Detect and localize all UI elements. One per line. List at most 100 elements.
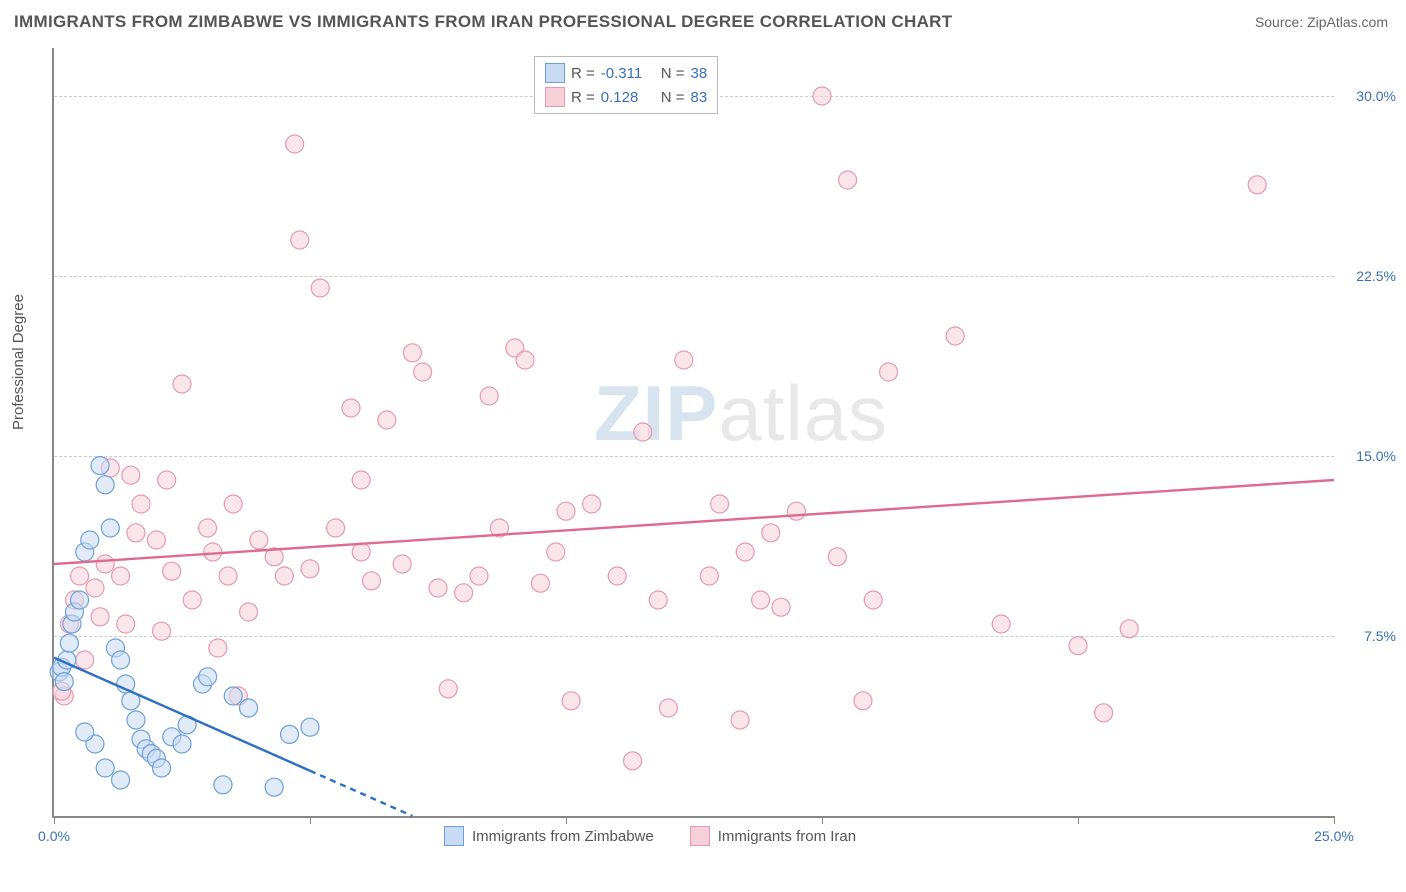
- point-zimbabwe: [281, 725, 299, 743]
- point-iran: [562, 692, 580, 710]
- point-zimbabwe: [112, 771, 130, 789]
- point-iran: [946, 327, 964, 345]
- point-iran: [240, 603, 258, 621]
- point-iran: [71, 567, 89, 585]
- point-zimbabwe: [101, 519, 119, 537]
- point-iran: [583, 495, 601, 513]
- stats-row: R = -0.311 N = 38: [545, 61, 707, 85]
- y-axis-label: Professional Degree: [10, 294, 27, 430]
- point-iran: [880, 363, 898, 381]
- chart-title: IMMIGRANTS FROM ZIMBABWE VS IMMIGRANTS F…: [14, 12, 952, 32]
- point-zimbabwe: [301, 718, 319, 736]
- trend-line: [54, 658, 310, 771]
- point-iran: [772, 598, 790, 616]
- point-iran: [163, 562, 181, 580]
- point-iran: [813, 87, 831, 105]
- point-iran: [76, 651, 94, 669]
- y-tick-label: 30.0%: [1356, 88, 1396, 104]
- point-iran: [219, 567, 237, 585]
- point-iran: [393, 555, 411, 573]
- point-iran: [531, 574, 549, 592]
- point-iran: [86, 579, 104, 597]
- point-zimbabwe: [60, 634, 78, 652]
- x-tick: [310, 816, 311, 824]
- point-zimbabwe: [127, 711, 145, 729]
- stats-r-value: -0.311: [601, 65, 655, 82]
- y-tick-label: 22.5%: [1356, 268, 1396, 284]
- x-tick: [1334, 816, 1335, 824]
- point-iran: [209, 639, 227, 657]
- point-iran: [659, 699, 677, 717]
- legend-label-iran: Immigrants from Iran: [718, 828, 856, 845]
- point-iran: [199, 519, 217, 537]
- point-iran: [224, 495, 242, 513]
- point-zimbabwe: [91, 457, 109, 475]
- point-iran: [112, 567, 130, 585]
- point-iran: [731, 711, 749, 729]
- point-zimbabwe: [96, 476, 114, 494]
- point-iran: [864, 591, 882, 609]
- point-iran: [557, 502, 575, 520]
- stats-r-value: 0.128: [601, 89, 655, 106]
- stats-r-label: R =: [571, 65, 595, 82]
- point-iran: [286, 135, 304, 153]
- point-iran: [455, 584, 473, 602]
- point-iran: [516, 351, 534, 369]
- y-tick-label: 15.0%: [1356, 448, 1396, 464]
- legend-item-zimbabwe: Immigrants from Zimbabwe: [444, 826, 654, 846]
- stats-n-value: 38: [691, 65, 708, 82]
- point-iran: [470, 567, 488, 585]
- legend-swatch-iran: [690, 826, 710, 846]
- stats-n-value: 83: [691, 89, 708, 106]
- point-iran: [828, 548, 846, 566]
- point-iran: [1248, 176, 1266, 194]
- stats-swatch: [545, 63, 565, 83]
- point-iran: [547, 543, 565, 561]
- trend-line: [310, 771, 412, 816]
- point-iran: [854, 692, 872, 710]
- point-iran: [173, 375, 191, 393]
- stats-r-label: R =: [571, 89, 595, 106]
- point-iran: [1095, 704, 1113, 722]
- point-iran: [158, 471, 176, 489]
- stats-n-label: N =: [661, 89, 685, 106]
- point-iran: [352, 543, 370, 561]
- source-attribution: Source: ZipAtlas.com: [1255, 14, 1388, 30]
- point-iran: [352, 471, 370, 489]
- point-zimbabwe: [173, 735, 191, 753]
- point-zimbabwe: [96, 759, 114, 777]
- x-tick-label: 25.0%: [1314, 828, 1354, 844]
- stats-n-label: N =: [661, 65, 685, 82]
- chart-svg: [54, 48, 1334, 816]
- point-zimbabwe: [81, 531, 99, 549]
- legend-swatch-zimbabwe: [444, 826, 464, 846]
- x-tick-label: 0.0%: [38, 828, 70, 844]
- point-iran: [378, 411, 396, 429]
- trend-line: [54, 480, 1334, 564]
- point-iran: [624, 752, 642, 770]
- point-iran: [608, 567, 626, 585]
- legend-label-zimbabwe: Immigrants from Zimbabwe: [472, 828, 654, 845]
- point-iran: [711, 495, 729, 513]
- plot-area: ZIPatlas 7.5%15.0%22.5%30.0% 0.0%25.0% R…: [52, 48, 1334, 818]
- point-iran: [327, 519, 345, 537]
- point-iran: [992, 615, 1010, 633]
- point-iran: [362, 572, 380, 590]
- point-iran: [414, 363, 432, 381]
- point-zimbabwe: [224, 687, 242, 705]
- point-iran: [132, 495, 150, 513]
- point-zimbabwe: [76, 723, 94, 741]
- point-iran: [736, 543, 754, 561]
- point-iran: [1120, 620, 1138, 638]
- point-iran: [480, 387, 498, 405]
- point-iran: [127, 524, 145, 542]
- point-zimbabwe: [153, 759, 171, 777]
- point-iran: [403, 344, 421, 362]
- x-tick: [566, 816, 567, 824]
- x-tick: [822, 816, 823, 824]
- point-iran: [117, 615, 135, 633]
- point-iran: [153, 622, 171, 640]
- point-iran: [700, 567, 718, 585]
- point-zimbabwe: [265, 778, 283, 796]
- point-iran: [634, 423, 652, 441]
